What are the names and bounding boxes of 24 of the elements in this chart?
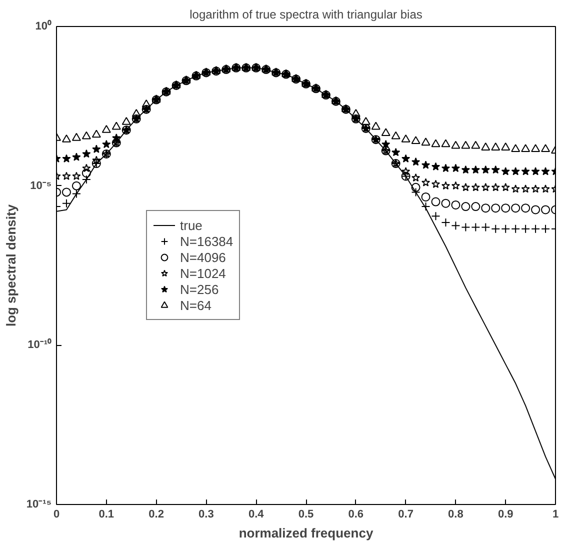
- y-tick-label: 10⁰: [35, 20, 52, 32]
- legend-label: N=16384: [180, 233, 234, 249]
- y-tick-label: 10⁻⁵: [30, 180, 52, 192]
- legend-label: N=4096: [180, 249, 226, 265]
- x-tick-label: 0.4: [248, 508, 265, 520]
- x-tick-label: 1: [552, 508, 559, 520]
- x-tick-label: 0.8: [448, 508, 464, 520]
- legend-label: N=64: [180, 297, 212, 313]
- x-axis-title: normalized frequency: [238, 526, 374, 540]
- x-tick-label: 0.1: [98, 508, 114, 520]
- y-axis-title: log spectral density: [3, 204, 18, 327]
- x-tick-label: 0.5: [298, 508, 314, 520]
- x-tick-label: 0: [53, 508, 60, 520]
- x-tick-label: 0.7: [398, 508, 414, 520]
- y-tick-label: 10⁻¹⁰: [28, 338, 52, 352]
- x-tick-label: 0.3: [198, 508, 214, 520]
- x-tick-label: 0.6: [348, 508, 364, 520]
- x-tick-label: 0.2: [148, 508, 164, 520]
- y-tick-label: 10⁻¹⁵: [26, 498, 52, 510]
- legend-label: true: [180, 217, 202, 233]
- chart-title: logarithm of true spectra with triangular bias: [190, 8, 422, 22]
- legend-label: N=256: [180, 281, 219, 297]
- legend-label: N=1024: [180, 265, 226, 281]
- x-tick-label: 0.9: [498, 508, 514, 520]
